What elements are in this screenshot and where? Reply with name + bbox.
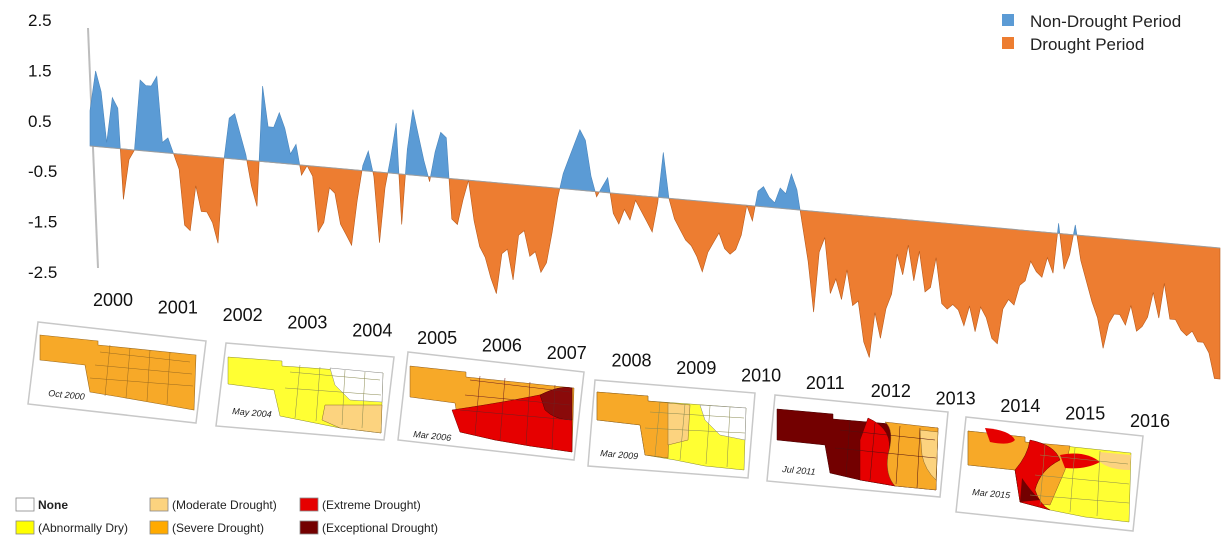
year-label: 2015 xyxy=(1065,403,1105,423)
legend: Non-Drought Period Drought Period xyxy=(1002,12,1181,54)
year-label: 2008 xyxy=(612,351,652,371)
drought-map-jul-2011: Jul 2011 xyxy=(766,394,949,498)
drought-area-29 xyxy=(799,209,1058,358)
drought-area-11 xyxy=(372,171,389,243)
non-drought-area-16 xyxy=(430,131,450,179)
year-label: 2004 xyxy=(352,320,392,340)
drought-map-mar-2015: Mar 2015 xyxy=(955,416,1144,532)
year-label: 2009 xyxy=(676,358,716,378)
non-drought-area-2 xyxy=(134,75,174,154)
non-drought-area-28 xyxy=(754,173,801,211)
year-label: 2002 xyxy=(223,305,263,325)
year-label: 2005 xyxy=(417,328,457,348)
series-areas xyxy=(89,70,1221,380)
y-tick-label: -0.5 xyxy=(28,162,57,181)
y-tick-labels: 2.5 1.5 0.5 -0.5 -1.5 -2.5 xyxy=(28,11,57,282)
year-labels: 2000 2001 2002 2003 2004 2005 2006 2007 2008 2009… xyxy=(93,290,1170,431)
drought-area-7 xyxy=(299,164,308,177)
year-label: 2010 xyxy=(741,366,781,386)
map-caption-jul-2011: Jul 2011 xyxy=(781,464,816,477)
map-caption-mar-2009: Mar 2009 xyxy=(600,448,639,461)
category-label: (Abnormally Dry) xyxy=(38,521,128,535)
legend-swatch-drought xyxy=(1002,37,1014,49)
legend-label-drought: Drought Period xyxy=(1030,35,1144,54)
non-drought-area-6 xyxy=(258,85,301,166)
drought-maps: Oct 2000 May 2004 Mar 2006 xyxy=(27,321,1144,532)
drought-area-25 xyxy=(668,197,748,273)
non-drought-area-32 xyxy=(1073,224,1078,236)
drought-area-31 xyxy=(1059,233,1074,270)
drought-area-5 xyxy=(246,159,260,207)
y-tick-label: -1.5 xyxy=(28,213,57,232)
category-swatch xyxy=(149,520,169,535)
non-drought-area-22 xyxy=(598,176,611,194)
drought-area-33 xyxy=(1076,234,1221,380)
category-swatch xyxy=(299,497,319,512)
year-label: 2014 xyxy=(1000,396,1040,416)
non-drought-area-20 xyxy=(559,128,596,192)
non-drought-area-30 xyxy=(1057,223,1061,234)
drought-map-may-2004: May 2004 xyxy=(215,342,395,441)
non-drought-area-12 xyxy=(387,123,400,175)
y-tick-label: 1.5 xyxy=(28,61,52,80)
category-swatch xyxy=(15,520,35,535)
drought-map-oct-2000: Oct 2000 xyxy=(27,321,207,424)
year-label: 2003 xyxy=(287,313,327,333)
category-swatch xyxy=(15,497,35,512)
drought-area-23 xyxy=(609,192,659,233)
category-label: None xyxy=(38,498,68,512)
drought-map-mar-2009: Mar 2009 xyxy=(587,379,756,479)
category-label: (Exceptional Drought) xyxy=(322,521,438,535)
drought-area-17 xyxy=(448,178,469,226)
year-label: 2001 xyxy=(158,298,198,318)
non-drought-area-4 xyxy=(223,113,248,161)
drought-map-mar-2006: Mar 2006 xyxy=(397,351,585,461)
drought-area-15 xyxy=(427,176,431,182)
zero-baseline xyxy=(89,145,1221,249)
year-label: 2013 xyxy=(936,388,976,408)
drought-category-key: None (Abnormally Dry) (Moderate Drought) (S… xyxy=(15,497,438,535)
y-tick-label: -2.5 xyxy=(28,263,57,282)
y-tick-label: 0.5 xyxy=(28,112,52,131)
category-label: (Moderate Drought) xyxy=(172,498,277,512)
drought-area-1 xyxy=(119,148,135,200)
map-caption-mar-2015: Mar 2015 xyxy=(972,487,1012,500)
legend-label-non-drought: Non-Drought Period xyxy=(1030,12,1181,31)
map-caption-may-2004: May 2004 xyxy=(232,406,272,419)
legend-swatch-non-drought xyxy=(1002,14,1014,26)
non-drought-area-24 xyxy=(657,152,670,199)
y-axis-line xyxy=(87,27,99,269)
y-tick-label: 2.5 xyxy=(28,11,52,30)
category-swatch xyxy=(149,497,169,512)
drought-index-chart: 2.51.50.5-0.5-1.5-2.5 2000 2001 2002 2003 20… xyxy=(28,11,1221,431)
drought-area-3 xyxy=(173,153,225,244)
category-swatch xyxy=(299,520,319,535)
category-label: (Extreme Drought) xyxy=(322,498,421,512)
year-label: 2016 xyxy=(1130,411,1170,431)
year-label: 2011 xyxy=(806,373,845,393)
map-caption-mar-2006: Mar 2006 xyxy=(413,429,452,443)
year-label: 2000 xyxy=(93,290,133,310)
drought-area-27 xyxy=(746,204,756,223)
map-caption-oct-2000: Oct 2000 xyxy=(48,388,85,402)
drought-area-13 xyxy=(398,173,406,225)
year-label: 2006 xyxy=(482,335,522,355)
drought-area-19 xyxy=(468,179,561,294)
drought-area-9 xyxy=(306,165,363,247)
non-drought-area-14 xyxy=(405,109,429,177)
category-label: (Severe Drought) xyxy=(172,521,264,535)
year-label: 2012 xyxy=(871,381,911,401)
non-drought-area-0 xyxy=(89,70,121,150)
year-label: 2007 xyxy=(547,343,587,363)
non-drought-area-10 xyxy=(361,149,374,172)
